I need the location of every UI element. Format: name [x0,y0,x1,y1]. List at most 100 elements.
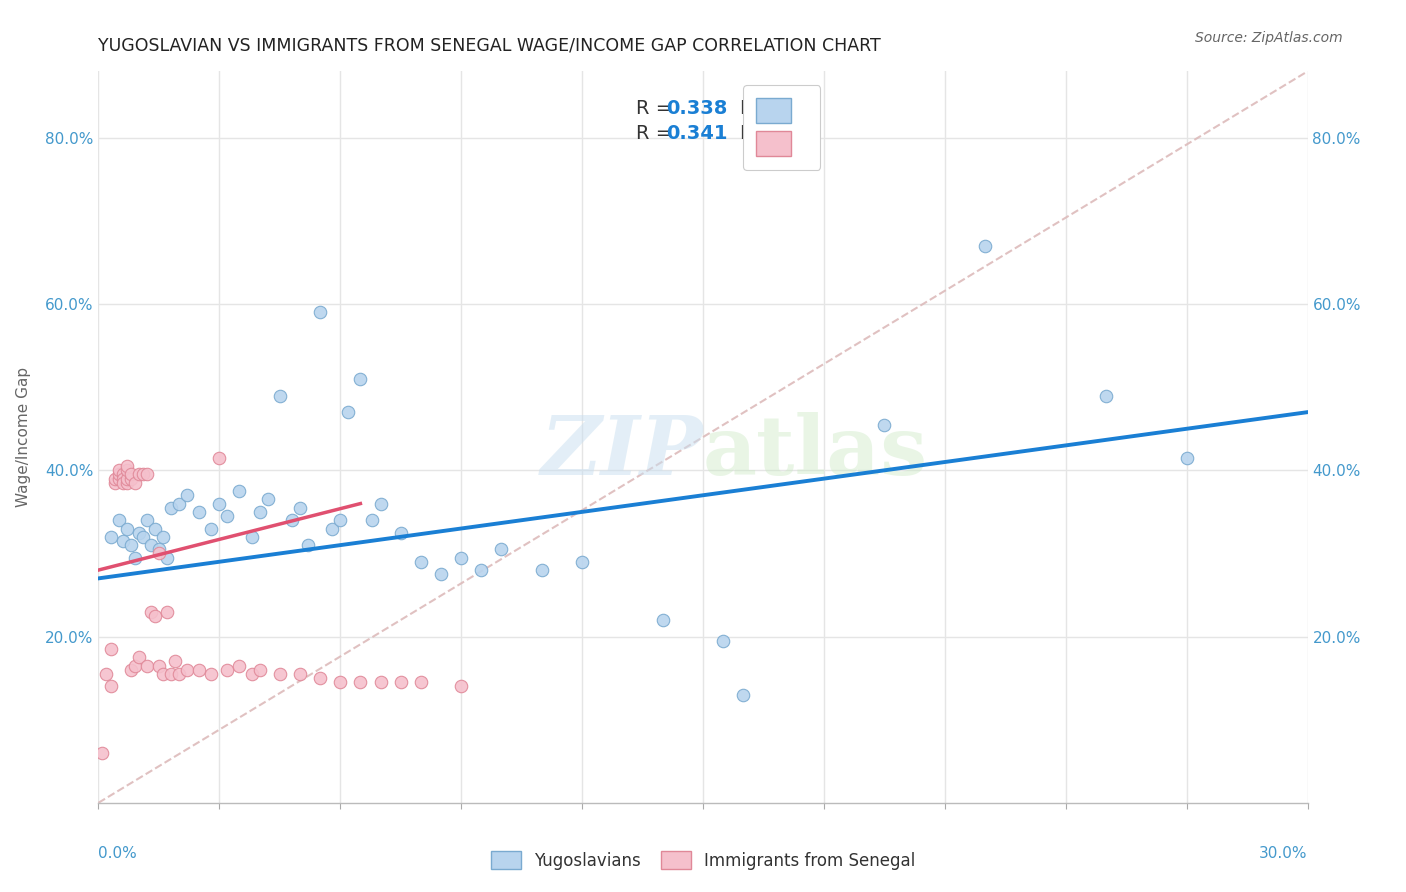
Point [240,530,263,544]
Point [409,675,432,690]
Point [132,467,155,482]
Point [491,542,513,557]
Point [450,680,472,694]
Text: 0.0%: 0.0% [98,846,138,861]
Point [217,663,239,677]
Point [111,533,134,548]
Text: N =: N = [740,99,783,119]
Point [111,472,134,486]
Point [107,513,129,527]
Point [297,538,319,552]
Point [139,605,162,619]
Point [409,555,432,569]
Point [124,550,146,565]
Point [135,513,157,527]
Point [103,475,125,490]
Point [115,463,138,477]
Point [321,521,343,535]
Point [120,467,142,482]
Point [128,650,150,665]
Text: R =: R = [636,124,678,144]
Point [167,667,190,681]
Point [349,372,371,386]
Point [349,675,371,690]
Point [132,530,155,544]
Text: ZIP: ZIP [540,412,703,491]
Point [96,667,118,681]
Point [120,472,142,486]
Point [148,546,170,560]
Point [120,663,142,677]
Point [128,467,150,482]
Point [188,505,211,519]
Point [160,500,183,515]
Point [156,550,179,565]
Point [571,555,593,569]
Point [240,667,263,681]
Point [100,530,122,544]
Point [288,500,311,515]
Point [389,675,412,690]
Point [115,459,138,474]
Point [370,497,392,511]
Point [1095,388,1118,402]
Point [370,675,392,690]
Point [135,467,157,482]
Point [91,746,114,760]
Point [152,667,174,681]
Point [135,658,157,673]
Y-axis label: Wage/Income Gap: Wage/Income Gap [17,367,31,508]
Point [288,667,311,681]
Point [329,513,352,527]
Point [124,658,146,673]
Text: 51: 51 [770,99,797,119]
Point [269,388,291,402]
Text: 0.338: 0.338 [666,99,728,119]
Point [1175,450,1198,465]
Point [139,538,162,552]
Point [115,472,138,486]
Point [152,530,174,544]
Point [128,525,150,540]
Point [163,655,186,669]
Point [281,513,304,527]
Point [124,475,146,490]
Point [188,663,211,677]
Point [389,525,412,540]
Point [200,667,222,681]
Point [651,613,673,627]
Point [120,538,142,552]
Point [148,542,170,557]
Text: R =: R = [636,99,678,119]
Point [309,305,332,319]
Point [100,680,122,694]
Point [337,405,360,419]
Text: Source: ZipAtlas.com: Source: ZipAtlas.com [1195,31,1343,45]
Point [873,417,896,432]
Text: N =: N = [740,124,783,144]
Point [450,550,472,565]
Point [143,608,166,623]
Point [176,488,198,502]
Point [115,475,138,490]
Point [361,513,384,527]
Point [107,463,129,477]
Point [228,484,250,499]
Point [228,658,250,673]
Point [208,450,231,465]
Point [143,521,166,535]
Point [217,509,239,524]
Point [470,563,492,577]
Point [156,605,179,619]
Point [176,663,198,677]
Point [100,642,122,657]
Point [103,472,125,486]
Point [430,567,453,582]
Point [530,563,553,577]
Point [111,467,134,482]
Point [269,667,291,681]
Point [107,472,129,486]
Point [148,658,170,673]
Point [329,675,352,690]
Legend: , : , [742,85,821,169]
